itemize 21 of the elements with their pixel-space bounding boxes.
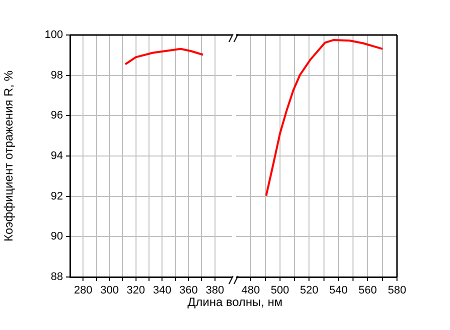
x-tick-label: 380 (206, 284, 224, 297)
x-axis-title: Длина волны, нм (186, 295, 284, 309)
x-tick-label: 580 (388, 284, 406, 297)
x-tick-label: 520 (300, 284, 318, 297)
x-tick-label: 300 (100, 284, 119, 297)
x-tick-label: 280 (74, 284, 92, 297)
x-tick-label: 320 (126, 284, 146, 297)
y-tick-label: 96 (50, 110, 63, 122)
y-tick-label: 88 (50, 271, 63, 284)
x-tick-label: 340 (153, 284, 172, 297)
y-tick-label: 100 (44, 29, 63, 42)
x-tick-label: 540 (329, 284, 348, 297)
x-tick-label: 360 (179, 284, 198, 297)
x-tick-label: 480 (241, 284, 260, 297)
x-tick-label: 500 (270, 284, 290, 297)
y-tick-label: 92 (50, 190, 63, 202)
x-tick-label: 560 (358, 284, 377, 297)
y-tick-label: 98 (50, 69, 63, 82)
y-tick-label: 94 (50, 150, 63, 162)
y-tick-label: 90 (50, 230, 63, 243)
y-axis-title: Коэффициент отражения R, % (2, 70, 16, 242)
